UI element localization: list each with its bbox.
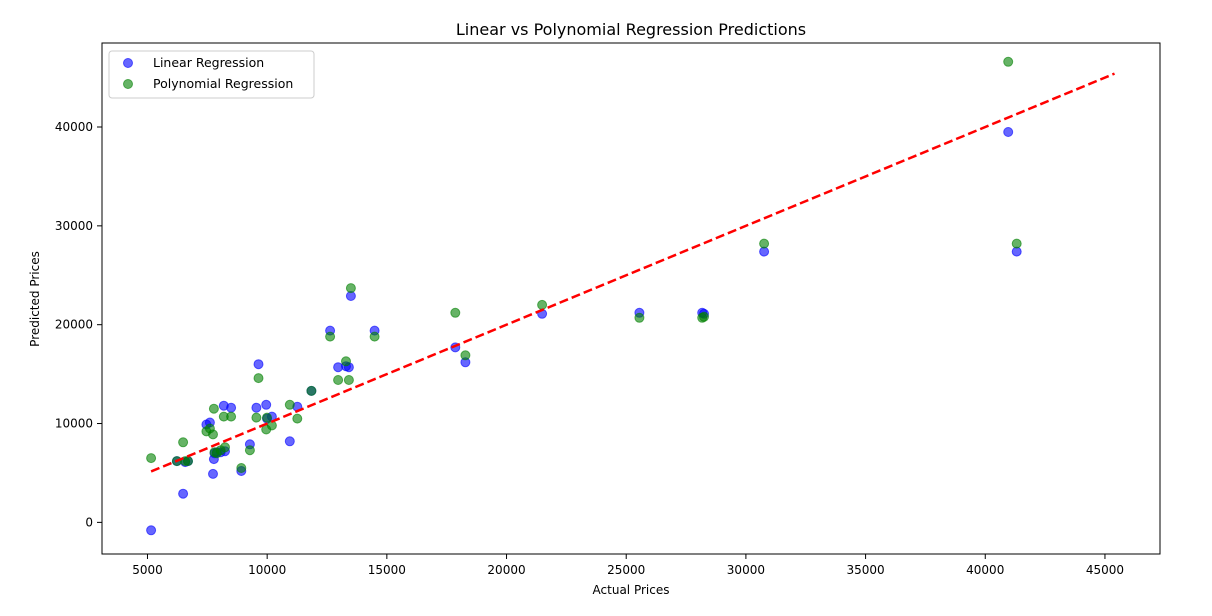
x-tick-label: 20000 xyxy=(487,563,525,577)
linear-regression-point xyxy=(253,359,264,370)
x-tick-label: 15000 xyxy=(368,563,406,577)
y-tick-label: 0 xyxy=(85,515,93,529)
polynomial-regression-point xyxy=(325,331,336,342)
y-axis: 0 10000 20000 30000 40000 xyxy=(55,120,102,529)
linear-regression-point xyxy=(226,402,237,413)
legend-marker xyxy=(123,79,133,89)
legend-marker xyxy=(123,58,133,68)
linear-regression-point xyxy=(146,525,157,536)
polynomial-regression-point xyxy=(292,413,303,424)
legend-label: Linear Regression xyxy=(153,55,264,70)
polynomial-regression-point xyxy=(333,375,344,385)
x-tick-label: 10000 xyxy=(248,563,286,577)
y-tick-label: 30000 xyxy=(55,219,93,233)
legend: Linear Regression Polynomial Regression xyxy=(108,50,315,99)
polynomial-regression-point xyxy=(251,412,262,423)
polynomial-regression-point xyxy=(226,411,237,422)
polynomial-regression-point xyxy=(253,373,264,384)
y-tick-label: 10000 xyxy=(55,417,93,431)
polynomial-regression-point xyxy=(1003,56,1014,67)
polynomial-regression-point xyxy=(262,412,272,423)
polynomial-regression-point xyxy=(236,463,247,473)
polynomial-regression-point xyxy=(306,385,317,396)
polynomial-regression-point xyxy=(460,350,471,361)
polynomial-regression-point xyxy=(343,375,354,385)
polynomial-regression-point xyxy=(537,299,548,310)
reference-line-group xyxy=(150,72,1115,473)
x-axis-title: Actual Prices xyxy=(593,583,670,597)
legend-box xyxy=(108,50,315,99)
polynomial-regression-point xyxy=(369,331,380,342)
linear-regression-point xyxy=(1003,127,1014,137)
linear-regression-point xyxy=(208,468,218,479)
polynomial-regression-point xyxy=(220,442,230,453)
x-tick-label: 25000 xyxy=(607,563,645,577)
reference-line xyxy=(150,72,1115,473)
polynomial-regression-point xyxy=(208,403,219,414)
polynomial-regression-point xyxy=(450,307,461,318)
polynomial-regression-point xyxy=(244,445,255,456)
polynomial-regression-point xyxy=(284,399,295,410)
x-tick-label: 45000 xyxy=(1086,563,1124,577)
x-axis: 5000 10000 15000 20000 25000 30000 35000 40000 4… xyxy=(132,554,1124,577)
polynomial-regression-point xyxy=(345,283,356,294)
linear-regression-point xyxy=(178,488,189,499)
polynomial-regression-point xyxy=(178,437,189,448)
linear-regression-point xyxy=(251,402,262,413)
y-tick-label: 40000 xyxy=(55,120,93,134)
polynomial-regression-point xyxy=(1011,238,1022,249)
legend-label: Polynomial Regression xyxy=(153,76,293,91)
polynomial-regression-point xyxy=(208,429,218,440)
chart-title: Linear vs Polynomial Regression Predicti… xyxy=(456,20,806,39)
linear-regression-point xyxy=(261,399,272,410)
y-axis-title: Predicted Prices xyxy=(28,251,42,347)
polynomial-regression-point xyxy=(146,453,157,464)
x-tick-label: 30000 xyxy=(727,563,765,577)
polynomial-regression-point xyxy=(634,312,645,323)
x-tick-label: 40000 xyxy=(966,563,1004,577)
scatter-points xyxy=(146,56,1022,536)
y-tick-label: 20000 xyxy=(55,318,93,332)
x-tick-label: 5000 xyxy=(132,563,163,577)
polynomial-regression-point xyxy=(699,311,709,322)
polynomial-regression-point xyxy=(183,456,193,467)
polynomial-regression-point xyxy=(759,238,770,249)
polynomial-regression-point xyxy=(341,356,351,367)
linear-regression-point xyxy=(284,436,295,447)
plot-area-frame xyxy=(101,42,1161,555)
x-tick-label: 35000 xyxy=(846,563,884,577)
